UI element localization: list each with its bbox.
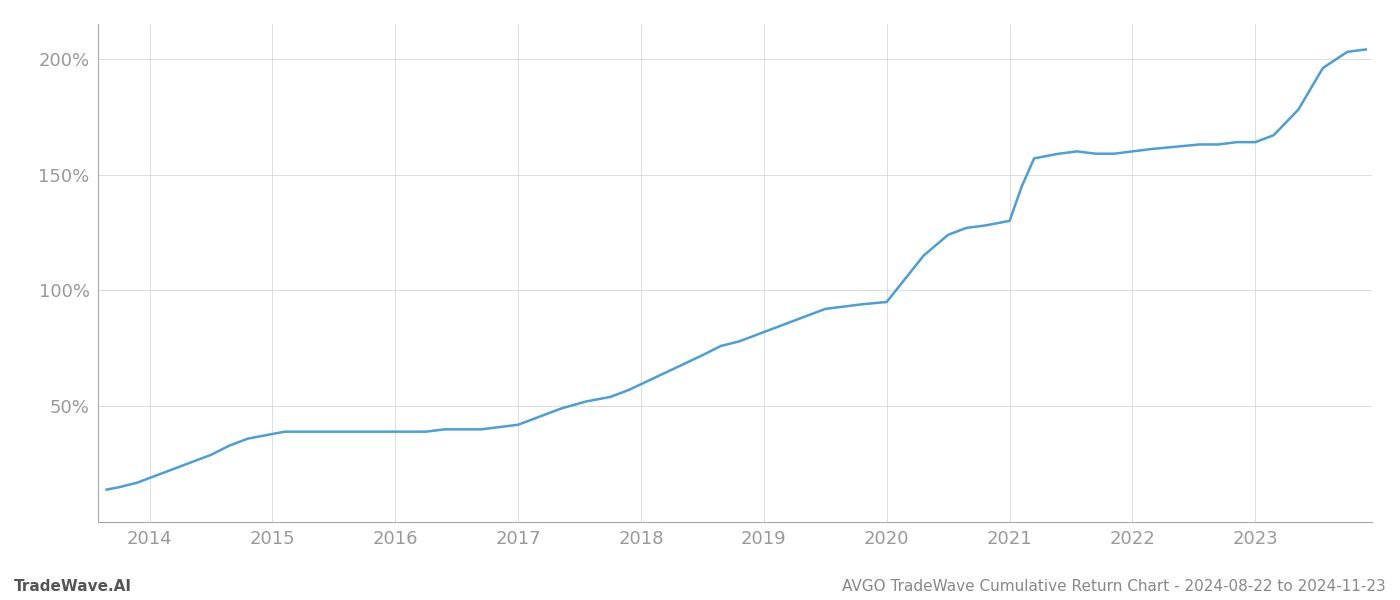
- Text: TradeWave.AI: TradeWave.AI: [14, 579, 132, 594]
- Text: AVGO TradeWave Cumulative Return Chart - 2024-08-22 to 2024-11-23: AVGO TradeWave Cumulative Return Chart -…: [843, 579, 1386, 594]
